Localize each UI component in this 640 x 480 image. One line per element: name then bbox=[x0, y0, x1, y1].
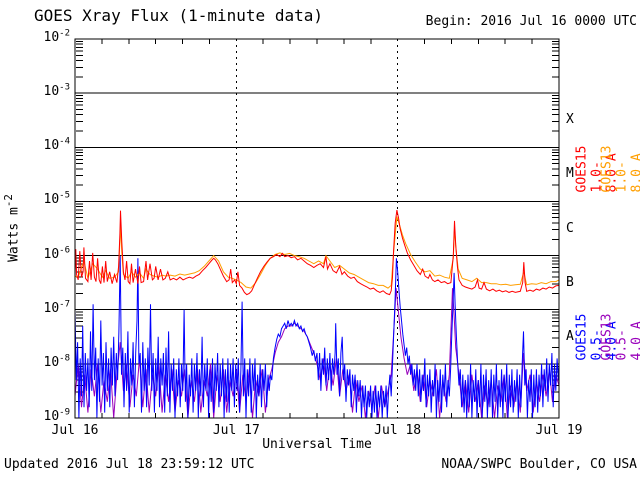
flare-class-a: A bbox=[566, 328, 574, 344]
series-goes15-0-5-4-0-a bbox=[74, 255, 560, 419]
y-tick-label: 10-6 bbox=[43, 245, 71, 262]
x-tick-label: Jul 16 bbox=[51, 423, 99, 438]
x-tick-label: Jul 18 bbox=[374, 423, 422, 438]
y-tick-label: 10-8 bbox=[43, 353, 71, 370]
y-tick-label: 10-4 bbox=[43, 136, 71, 154]
x-tick-label: Jul 19 bbox=[535, 423, 583, 438]
flare-class-m: M bbox=[566, 166, 574, 182]
y-tick-label: 10-2 bbox=[43, 28, 71, 45]
legend-goes13-short: GOES13 0.5-4.0 A bbox=[599, 313, 640, 361]
page-title: GOES Xray Flux (1-minute data) bbox=[34, 6, 323, 25]
x-axis-title: Universal Time bbox=[262, 437, 372, 452]
data-source-credit: NOAA/SWPC Boulder, CO USA bbox=[441, 457, 637, 472]
legend-goes13-long: GOES13 1.0-8.0 A bbox=[599, 145, 640, 193]
updated-timestamp: Updated 2016 Jul 18 23:59:12 UTC bbox=[4, 457, 255, 472]
flare-class-x: X bbox=[566, 112, 574, 128]
x-tick-label: Jul 17 bbox=[212, 423, 260, 438]
y-tick-label: 10-3 bbox=[43, 82, 71, 100]
series-goes15-1-0-8-0-a bbox=[74, 209, 560, 296]
y-tick-label: 10-9 bbox=[43, 407, 71, 424]
flare-class-b: B bbox=[566, 274, 574, 290]
begin-timestamp: Begin: 2016 Jul 16 0000 UTC bbox=[425, 14, 637, 29]
flare-class-c: C bbox=[566, 220, 574, 236]
plot-frame bbox=[74, 38, 560, 419]
y-tick-label: 10-7 bbox=[43, 299, 71, 316]
y-tick-label: 10-5 bbox=[43, 191, 71, 208]
